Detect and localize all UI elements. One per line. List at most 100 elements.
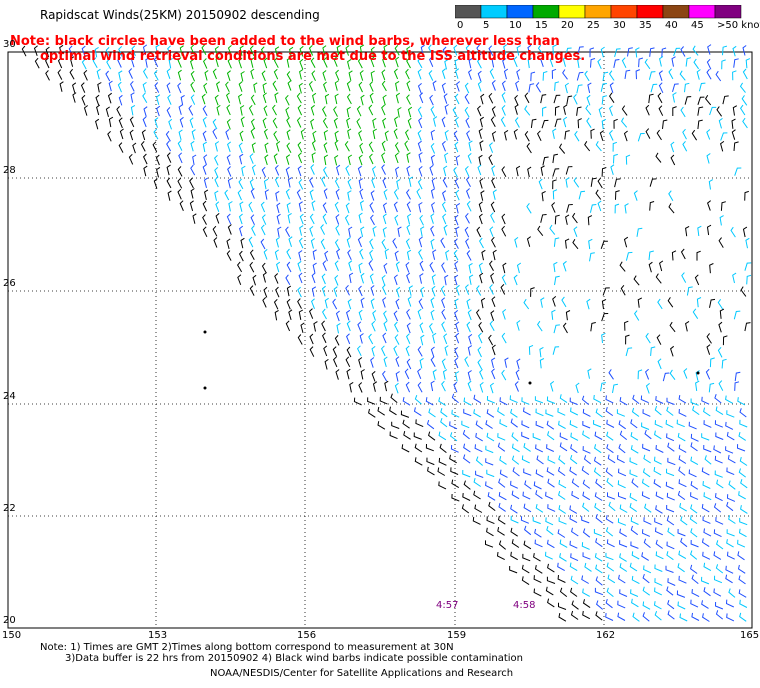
wind-barb — [558, 613, 567, 622]
wind-barb — [203, 177, 209, 189]
wind-barb — [476, 285, 482, 296]
wind-barb — [530, 71, 536, 82]
wind-barb — [226, 250, 232, 261]
wind-barb — [286, 298, 291, 310]
wind-barb — [612, 383, 618, 393]
legend-label: 30 — [613, 20, 626, 31]
wind-barb — [380, 345, 386, 357]
wind-barb — [596, 600, 604, 610]
wind-barb — [261, 166, 267, 178]
wind-barb — [239, 130, 244, 142]
wind-barb — [742, 117, 748, 129]
wind-barb — [601, 332, 606, 344]
wind-barb — [570, 454, 578, 465]
wind-barb — [654, 517, 663, 526]
wind-barb — [395, 80, 400, 92]
wind-barb — [701, 600, 709, 609]
wind-barb — [454, 116, 459, 128]
wind-barb — [334, 275, 339, 286]
wind-barb — [129, 129, 134, 141]
wind-barb — [273, 153, 278, 164]
wind-barb — [527, 166, 532, 178]
wind-barb — [633, 275, 640, 286]
wind-barb — [371, 346, 376, 357]
wind-barb — [691, 589, 700, 598]
wind-barb — [746, 274, 752, 285]
wind-barb — [346, 237, 351, 248]
wind-barb — [417, 57, 423, 69]
wind-barb — [453, 381, 458, 393]
wind-barb — [546, 539, 555, 549]
wind-barb — [590, 322, 596, 332]
wind-barb — [466, 130, 471, 142]
wind-barb — [401, 444, 410, 453]
wind-barb — [405, 262, 410, 273]
wind-barb — [554, 214, 560, 225]
wind-barb — [684, 82, 690, 93]
wind-barb — [535, 490, 543, 500]
wind-barb — [212, 128, 218, 140]
wind-barb — [479, 368, 484, 380]
wind-barb — [678, 444, 687, 453]
wind-barb — [463, 454, 471, 464]
wind-barb — [623, 130, 628, 142]
wind-barb — [565, 47, 572, 57]
wind-barb — [708, 179, 714, 190]
wind-barb — [382, 332, 387, 344]
wind-barb — [414, 457, 423, 466]
wind-barb — [381, 80, 387, 92]
wind-barb — [497, 515, 506, 525]
wind-barb — [629, 562, 638, 572]
wind-barb — [347, 154, 353, 166]
wind-barb — [406, 272, 411, 284]
wind-barb — [631, 598, 639, 608]
wind-barb — [405, 381, 411, 393]
wind-barb — [539, 346, 544, 358]
time-label: 4:58 — [513, 600, 536, 611]
wind-barb — [606, 587, 614, 597]
wind-barb — [394, 214, 399, 226]
wind-barb — [454, 298, 459, 309]
wind-barb — [582, 446, 591, 454]
wind-barb — [190, 81, 196, 93]
wind-barb — [215, 213, 220, 224]
wind-barb — [718, 321, 723, 333]
wind-barb — [481, 249, 486, 261]
wind-barb — [498, 492, 507, 501]
wind-barb — [250, 214, 255, 226]
wind-barb — [586, 94, 591, 106]
wind-barb — [466, 321, 471, 333]
wind-barb — [431, 285, 436, 297]
wind-barb — [335, 188, 340, 200]
wind-barb — [721, 59, 726, 70]
wind-barb — [443, 224, 448, 236]
wind-barb — [632, 394, 640, 404]
wind-barb — [551, 309, 556, 320]
wind-barb — [441, 140, 446, 152]
wind-barb — [441, 68, 446, 79]
wind-barb — [324, 93, 330, 105]
wind-barb — [726, 431, 735, 441]
wind-barb — [713, 575, 723, 584]
wind-barb — [547, 504, 556, 512]
wind-barb — [21, 45, 27, 57]
wind-barb — [477, 70, 482, 82]
wind-barb — [606, 562, 615, 572]
wind-barb — [274, 176, 280, 188]
wind-barb — [692, 405, 700, 416]
wind-barb — [368, 333, 374, 345]
wind-barb — [347, 128, 352, 139]
wind-barb — [177, 140, 183, 151]
wind-barb — [582, 599, 591, 609]
wind-barb — [608, 369, 614, 380]
wind-barb — [570, 587, 578, 597]
wind-barb — [347, 249, 352, 261]
wind-barb — [117, 81, 122, 93]
wind-barb — [238, 250, 244, 262]
wind-barb — [605, 514, 614, 524]
wind-barb — [565, 177, 570, 188]
wind-barb — [523, 298, 530, 310]
wind-barb — [570, 553, 579, 562]
wind-barb — [625, 347, 633, 357]
wind-barb — [371, 320, 376, 332]
